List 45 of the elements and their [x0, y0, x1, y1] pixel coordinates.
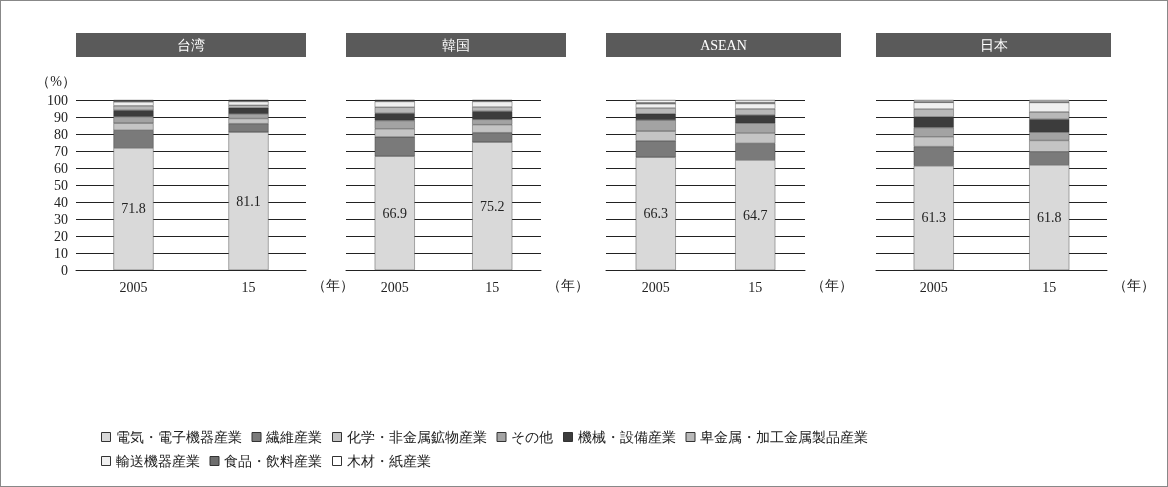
legend-label: 木材・紙産業 [346, 453, 431, 469]
data-label: 71.8 [121, 201, 146, 217]
chart-title: ASEAN [700, 37, 747, 53]
x-axis-title: （年） [312, 277, 354, 293]
y-tick-label: 90 [54, 109, 68, 125]
legend-label: 食品・飲料産業 [224, 453, 322, 469]
legend-label: 電気・電子機器産業 [115, 429, 242, 445]
y-tick-label: 60 [54, 160, 68, 176]
data-label: 66.3 [643, 206, 668, 222]
data-label: 61.8 [1037, 209, 1062, 225]
chart-title: 台湾 [177, 37, 205, 53]
x-axis-title: （年） [811, 277, 853, 293]
x-axis-title: （年） [547, 277, 589, 293]
y-axis-title: （%） [36, 73, 76, 89]
legend-label: 輸送機器産業 [115, 453, 200, 469]
x-tick-label: 15 [1042, 279, 1057, 295]
x-tick-label: 15 [485, 279, 500, 295]
x-tick-label: 2005 [919, 279, 948, 295]
data-label: 66.9 [382, 205, 407, 221]
chart-title: 韓国 [442, 37, 470, 53]
legend-label: その他 [511, 429, 553, 445]
y-tick-label: 0 [61, 262, 68, 278]
y-tick-label: 10 [54, 245, 68, 261]
chart-title: 日本 [979, 37, 1008, 53]
y-tick-label: 80 [54, 126, 68, 142]
y-tick-label: 30 [54, 211, 68, 227]
x-tick-label: 15 [748, 279, 763, 295]
x-tick-label: 2005 [380, 279, 409, 295]
x-tick-label: 2005 [641, 279, 670, 295]
y-tick-label: 20 [54, 228, 68, 244]
data-label: 81.1 [236, 193, 261, 209]
data-label: 64.7 [743, 207, 768, 223]
data-label: 61.3 [921, 210, 946, 226]
y-tick-label: 100 [47, 92, 68, 108]
y-tick-label: 70 [54, 143, 68, 159]
legend-label: 機械・設備産業 [577, 429, 676, 445]
y-tick-label: 50 [54, 177, 68, 193]
y-tick-label: 40 [54, 194, 68, 210]
x-tick-label: 15 [241, 279, 256, 295]
data-label: 75.2 [480, 198, 505, 214]
x-tick-label: 2005 [119, 279, 148, 295]
x-axis-title: （年） [1113, 277, 1155, 293]
legend-label: 繊維産業 [265, 429, 322, 445]
legend-label: 化学・非金属鉱物産業 [346, 429, 487, 445]
legend-label: 卑金属・加工金属製品産業 [700, 429, 868, 445]
